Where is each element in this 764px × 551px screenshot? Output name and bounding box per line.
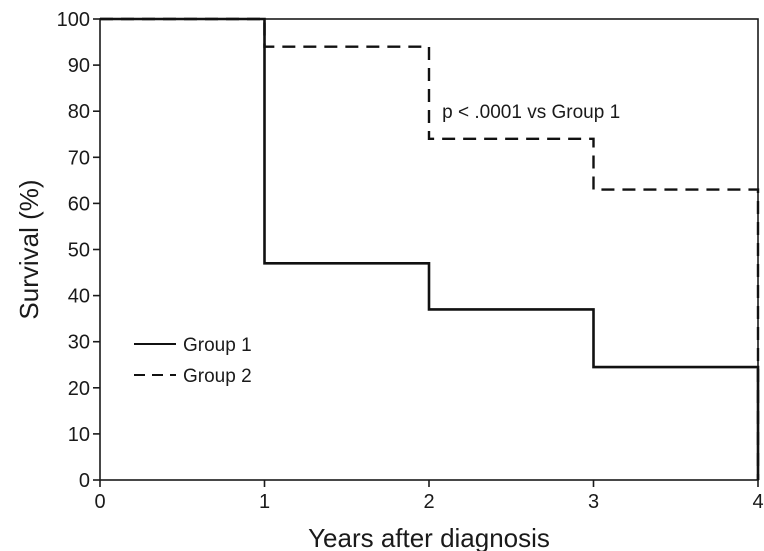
- series-layer: [100, 17, 760, 480]
- y-tick-label: 100: [57, 9, 90, 31]
- x-tick-label: 0: [94, 491, 105, 513]
- y-tick-label: 10: [68, 424, 90, 446]
- x-tick-label: 2: [423, 491, 434, 513]
- p-value-annotation: p < .0001 vs Group 1: [442, 102, 620, 123]
- y-tick-label: 20: [68, 378, 90, 400]
- y-tick-label: 60: [68, 193, 90, 215]
- y-tick-label: 0: [79, 470, 90, 492]
- y-tick-label: 80: [68, 101, 90, 123]
- x-axis-title: Years after diagnosis: [308, 523, 550, 551]
- y-axis: 0 10 20 30 40 50 60 70 80 90 100: [57, 9, 100, 492]
- y-tick-label: 40: [68, 286, 90, 308]
- y-axis-title: Survival (%): [14, 179, 44, 319]
- x-tick-label: 1: [259, 491, 270, 513]
- y-tick-label: 70: [68, 147, 90, 169]
- x-tick-label: 3: [588, 491, 599, 513]
- y-tick-label: 30: [68, 332, 90, 354]
- plot-area-border: [99, 18, 759, 481]
- y-tick-label: 90: [68, 55, 90, 77]
- x-axis: 0 1 2 3 4: [94, 480, 764, 513]
- legend-label-group-2: Group 2: [183, 366, 252, 387]
- x-tick-label: 4: [752, 491, 763, 513]
- series-line-group-1: [100, 17, 760, 480]
- plot-frame: [99, 18, 759, 481]
- series-line-group-2: [100, 17, 760, 480]
- y-tick-label: 50: [68, 240, 90, 262]
- legend: Group 1 Group 2: [134, 335, 252, 387]
- legend-label-group-1: Group 1: [183, 335, 252, 356]
